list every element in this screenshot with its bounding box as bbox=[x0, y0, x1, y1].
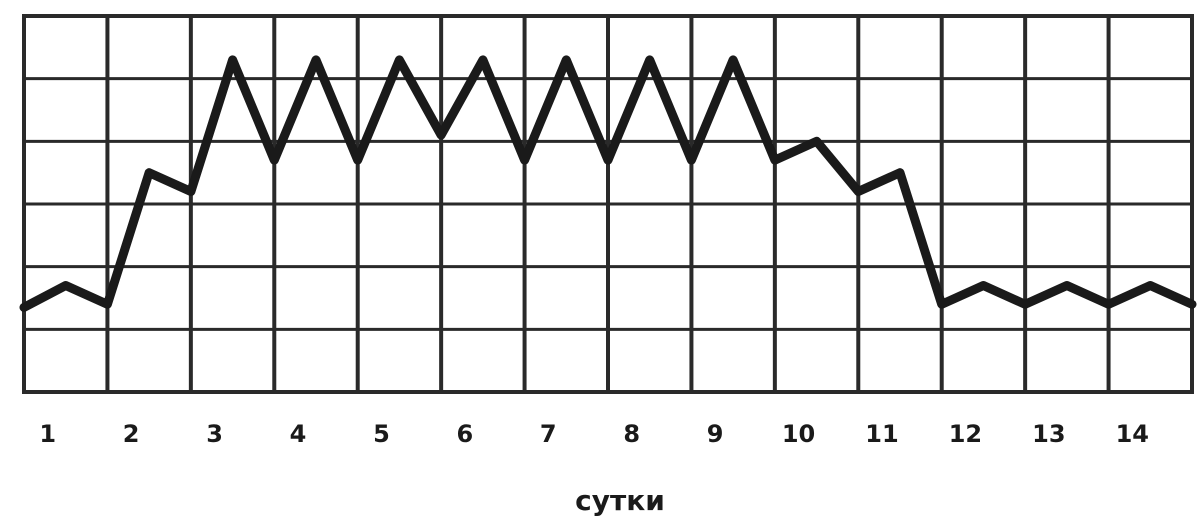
x-tick-label: 7 bbox=[540, 420, 557, 448]
x-tick-label: 9 bbox=[707, 420, 724, 448]
x-tick-label: 10 bbox=[782, 420, 815, 448]
x-axis-title: сутки bbox=[575, 484, 665, 517]
x-tick-label: 11 bbox=[865, 420, 898, 448]
x-tick-label: 5 bbox=[373, 420, 390, 448]
x-tick-label: 14 bbox=[1116, 420, 1149, 448]
grid bbox=[22, 14, 1194, 394]
x-tick-label: 3 bbox=[206, 420, 223, 448]
x-tick-label: 12 bbox=[949, 420, 982, 448]
x-tick-labels: 1 2 3 4 5 6 7 8 9 10 11 12 13 14 bbox=[39, 420, 1149, 448]
series-group bbox=[19, 55, 1197, 312]
x-tick-label: 13 bbox=[1032, 420, 1065, 448]
x-tick-label: 8 bbox=[623, 420, 640, 448]
x-tick-label: 2 bbox=[123, 420, 140, 448]
x-tick-label: 1 bbox=[39, 420, 56, 448]
x-tick-label: 4 bbox=[290, 420, 307, 448]
x-tick-label: 6 bbox=[457, 420, 474, 448]
